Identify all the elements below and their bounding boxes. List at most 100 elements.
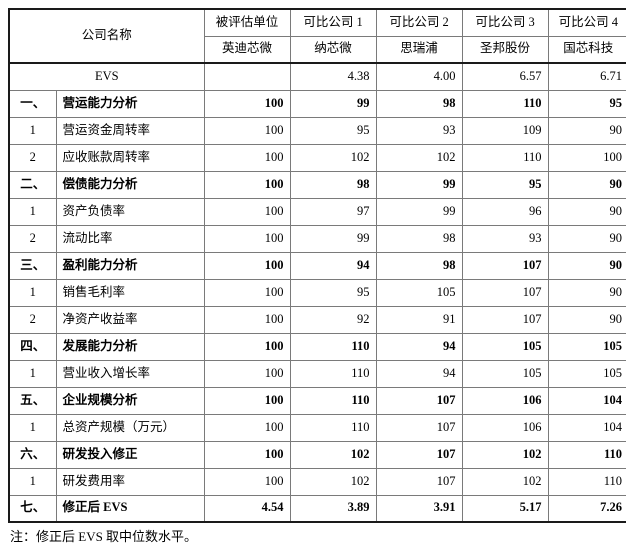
cell-value: 106 — [461, 386, 549, 415]
cell-value: 94 — [375, 332, 463, 361]
row-label: 企业规模分析 — [55, 386, 205, 415]
table-body: EVS 4.38 4.00 6.57 6.71 一、 营运能力分析 100 99 98 110 95 1… — [8, 62, 626, 523]
cell-value: 3.91 — [375, 494, 463, 523]
row-index: 1 — [8, 116, 57, 145]
cell-value: 90 — [547, 305, 626, 334]
row-label: 发展能力分析 — [55, 332, 205, 361]
cell-value: 100 — [203, 359, 291, 388]
row-index: 五、 — [8, 386, 57, 415]
cell-value: 90 — [547, 278, 626, 307]
cell-value: 95 — [289, 278, 377, 307]
cell-value: 95 — [547, 89, 626, 118]
row-index: 1 — [8, 278, 57, 307]
cell-value: 100 — [203, 305, 291, 334]
cell-value: 97 — [289, 197, 377, 226]
header-company-name: 公司名称 — [8, 8, 205, 64]
table-note: 注：修正后 EVS 取中位数水平。 — [10, 529, 198, 544]
row-index: 六、 — [8, 440, 57, 469]
cell-value: 90 — [547, 116, 626, 145]
cell-value: 102 — [375, 143, 463, 172]
table-row: 2 应收账款周转率 100 102 102 110 100 — [8, 143, 626, 172]
table-row: 三、 盈利能力分析 100 94 98 107 90 — [8, 251, 626, 280]
header-col-0-title: 被评估单位 — [203, 8, 291, 37]
cell-value: 110 — [289, 413, 377, 442]
cell-value: 7.26 — [547, 494, 626, 523]
cell-value: 4.00 — [375, 62, 463, 91]
cell-value: 90 — [547, 197, 626, 226]
cell-value: 100 — [203, 89, 291, 118]
row-label: 研发投入修正 — [55, 440, 205, 469]
row-label: 修正后 EVS — [55, 494, 205, 523]
table-row: 2 流动比率 100 99 98 93 90 — [8, 224, 626, 253]
row-label: 应收账款周转率 — [55, 143, 205, 172]
cell-value: 105 — [547, 359, 626, 388]
cell-value: 107 — [461, 305, 549, 334]
header-col-2-company: 思瑞浦 — [375, 35, 463, 64]
cell-value: 100 — [203, 224, 291, 253]
cell-value: 94 — [289, 251, 377, 280]
cell-value: 93 — [375, 116, 463, 145]
cell-value: 100 — [203, 143, 291, 172]
row-index: 1 — [8, 413, 57, 442]
cell-value: 104 — [547, 386, 626, 415]
cell-value: 90 — [547, 224, 626, 253]
header-col-4-title: 可比公司 4 — [547, 8, 626, 37]
table-row: 1 总资产规模（万元） 100 110 107 106 104 — [8, 413, 626, 442]
cell-value: 96 — [461, 197, 549, 226]
row-index: 七、 — [8, 494, 57, 523]
table-row: EVS 4.38 4.00 6.57 6.71 — [8, 62, 626, 91]
row-index: 1 — [8, 197, 57, 226]
table-row: 一、 营运能力分析 100 99 98 110 95 — [8, 89, 626, 118]
cell-value: 105 — [461, 332, 549, 361]
table-row: 1 研发费用率 100 102 107 102 110 — [8, 467, 626, 496]
row-label: 销售毛利率 — [55, 278, 205, 307]
cell-value: 100 — [203, 440, 291, 469]
cell-value: 110 — [289, 332, 377, 361]
cell-value: 110 — [461, 143, 549, 172]
table-row: 2 净资产收益率 100 92 91 107 90 — [8, 305, 626, 334]
cell-value: 100 — [547, 143, 626, 172]
table-row: 四、 发展能力分析 100 110 94 105 105 — [8, 332, 626, 361]
cell-value: 100 — [203, 332, 291, 361]
cell-value: 99 — [375, 170, 463, 199]
cell-value: 98 — [289, 170, 377, 199]
valuation-comparison-table: 公司名称 被评估单位 可比公司 1 可比公司 2 可比公司 3 可比公司 4 英… — [8, 8, 626, 523]
cell-value: 95 — [461, 170, 549, 199]
row-index: 三、 — [8, 251, 57, 280]
row-label: 流动比率 — [55, 224, 205, 253]
row-label: 总资产规模（万元） — [55, 413, 205, 442]
cell-value: 5.17 — [461, 494, 549, 523]
row-label: 营业收入增长率 — [55, 359, 205, 388]
cell-value: 100 — [203, 413, 291, 442]
row-index: 2 — [8, 224, 57, 253]
cell-value: 90 — [547, 170, 626, 199]
cell-value: 93 — [461, 224, 549, 253]
cell-value: 99 — [289, 89, 377, 118]
row-index: 1 — [8, 467, 57, 496]
cell-value: 100 — [203, 197, 291, 226]
cell-value: 102 — [461, 440, 549, 469]
cell-value: 100 — [203, 278, 291, 307]
row-index: 二、 — [8, 170, 57, 199]
header-col-2-title: 可比公司 2 — [375, 8, 463, 37]
cell-value: 100 — [203, 251, 291, 280]
cell-value: 105 — [461, 359, 549, 388]
cell-value: 107 — [375, 467, 463, 496]
table-row: 二、 偿债能力分析 100 98 99 95 90 — [8, 170, 626, 199]
cell-value: 105 — [547, 332, 626, 361]
header-col-1-company: 纳芯微 — [289, 35, 377, 64]
table-header: 公司名称 被评估单位 可比公司 1 可比公司 2 可比公司 3 可比公司 4 英… — [8, 8, 626, 64]
header-col-0-company: 英迪芯微 — [203, 35, 291, 64]
cell-value: 99 — [289, 224, 377, 253]
cell-value: 102 — [289, 440, 377, 469]
table-row: 六、 研发投入修正 100 102 107 102 110 — [8, 440, 626, 469]
cell-value: 100 — [203, 170, 291, 199]
cell-value: 107 — [461, 251, 549, 280]
cell-value: 98 — [375, 224, 463, 253]
cell-value: 100 — [203, 116, 291, 145]
row-index: 2 — [8, 143, 57, 172]
cell-value: 104 — [547, 413, 626, 442]
row-label-evs: EVS — [8, 62, 205, 91]
cell-value: 4.54 — [203, 494, 291, 523]
